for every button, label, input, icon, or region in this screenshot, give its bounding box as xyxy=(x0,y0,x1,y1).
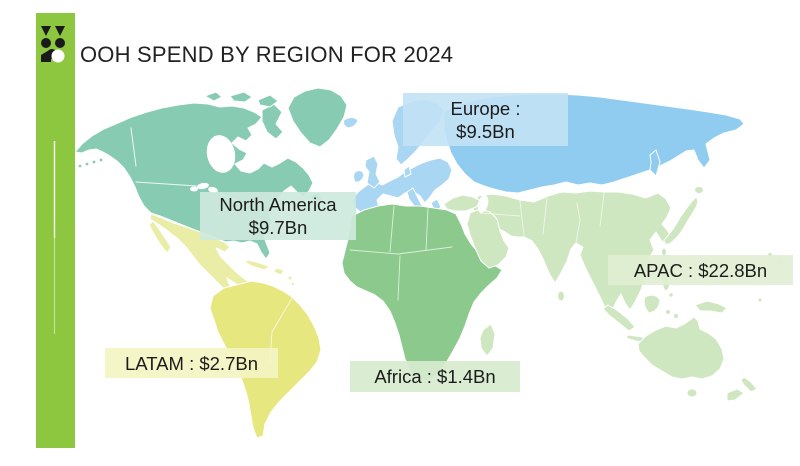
label-north-america-name: North America xyxy=(219,194,337,215)
label-africa-text: Africa : $1.4Bn xyxy=(374,366,496,387)
label-latam: LATAM : $2.7Bn xyxy=(105,348,278,378)
australia xyxy=(637,316,725,380)
hudson-bay xyxy=(206,135,236,173)
europe-mainland xyxy=(351,157,453,214)
sumatra xyxy=(602,304,636,332)
label-africa: Africa : $1.4Bn xyxy=(350,361,520,392)
label-europe-name: Europe : xyxy=(450,97,521,119)
aleutian-islands xyxy=(78,158,103,168)
new-guinea xyxy=(694,300,728,314)
borneo xyxy=(643,294,661,314)
greenland xyxy=(287,87,348,148)
new-zealand-north xyxy=(740,376,758,393)
japan xyxy=(663,196,699,245)
denmark xyxy=(403,165,412,178)
iceland xyxy=(343,117,359,129)
asia-country-borders xyxy=(479,192,605,244)
baja-california xyxy=(148,220,172,254)
sakhalin xyxy=(649,149,661,177)
antilles-island xyxy=(288,276,292,280)
brand-bar xyxy=(36,13,75,448)
region-africa xyxy=(341,203,503,382)
great-lake xyxy=(197,182,209,190)
label-apac-text: APAC : $22.8Bn xyxy=(633,259,768,281)
label-latam-text: LATAM : $2.7Bn xyxy=(125,352,258,374)
arctic-island-3 xyxy=(204,91,223,102)
cuba xyxy=(244,259,271,271)
label-north-america: North America $9.7Bn xyxy=(200,192,356,240)
ireland xyxy=(353,170,365,183)
new-zealand-south xyxy=(726,388,745,402)
hokkaido xyxy=(694,186,704,194)
label-europe-value: $9.5Bn xyxy=(456,120,515,142)
great-lake xyxy=(190,186,198,192)
great-britain xyxy=(364,155,381,189)
inland-water xyxy=(190,135,489,213)
label-europe: Europe : $9.5Bn xyxy=(403,93,568,146)
brand-bar-graphic xyxy=(36,13,75,448)
label-north-america-value: $9.7Bn xyxy=(248,217,308,238)
hispaniola xyxy=(273,267,285,276)
africa-country-borders xyxy=(349,205,453,301)
africa-mainland xyxy=(341,203,503,382)
sri-lanka xyxy=(557,290,565,302)
page-title: OOH SPEND BY REGION FOR 2024 xyxy=(80,42,454,67)
brand-logo-icon xyxy=(41,26,65,63)
caspian-sea xyxy=(477,195,489,213)
mindanao xyxy=(668,292,674,298)
madagascar xyxy=(479,323,496,357)
brand-bar-rect xyxy=(36,13,75,448)
arctic-island-1 xyxy=(229,91,253,103)
antilles-island xyxy=(291,282,295,286)
label-apac: APAC : $22.8Bn xyxy=(608,255,793,285)
baffin-island xyxy=(261,103,284,140)
tasmania xyxy=(686,388,698,398)
great-lake xyxy=(208,186,218,194)
arctic-island-2 xyxy=(257,94,279,108)
